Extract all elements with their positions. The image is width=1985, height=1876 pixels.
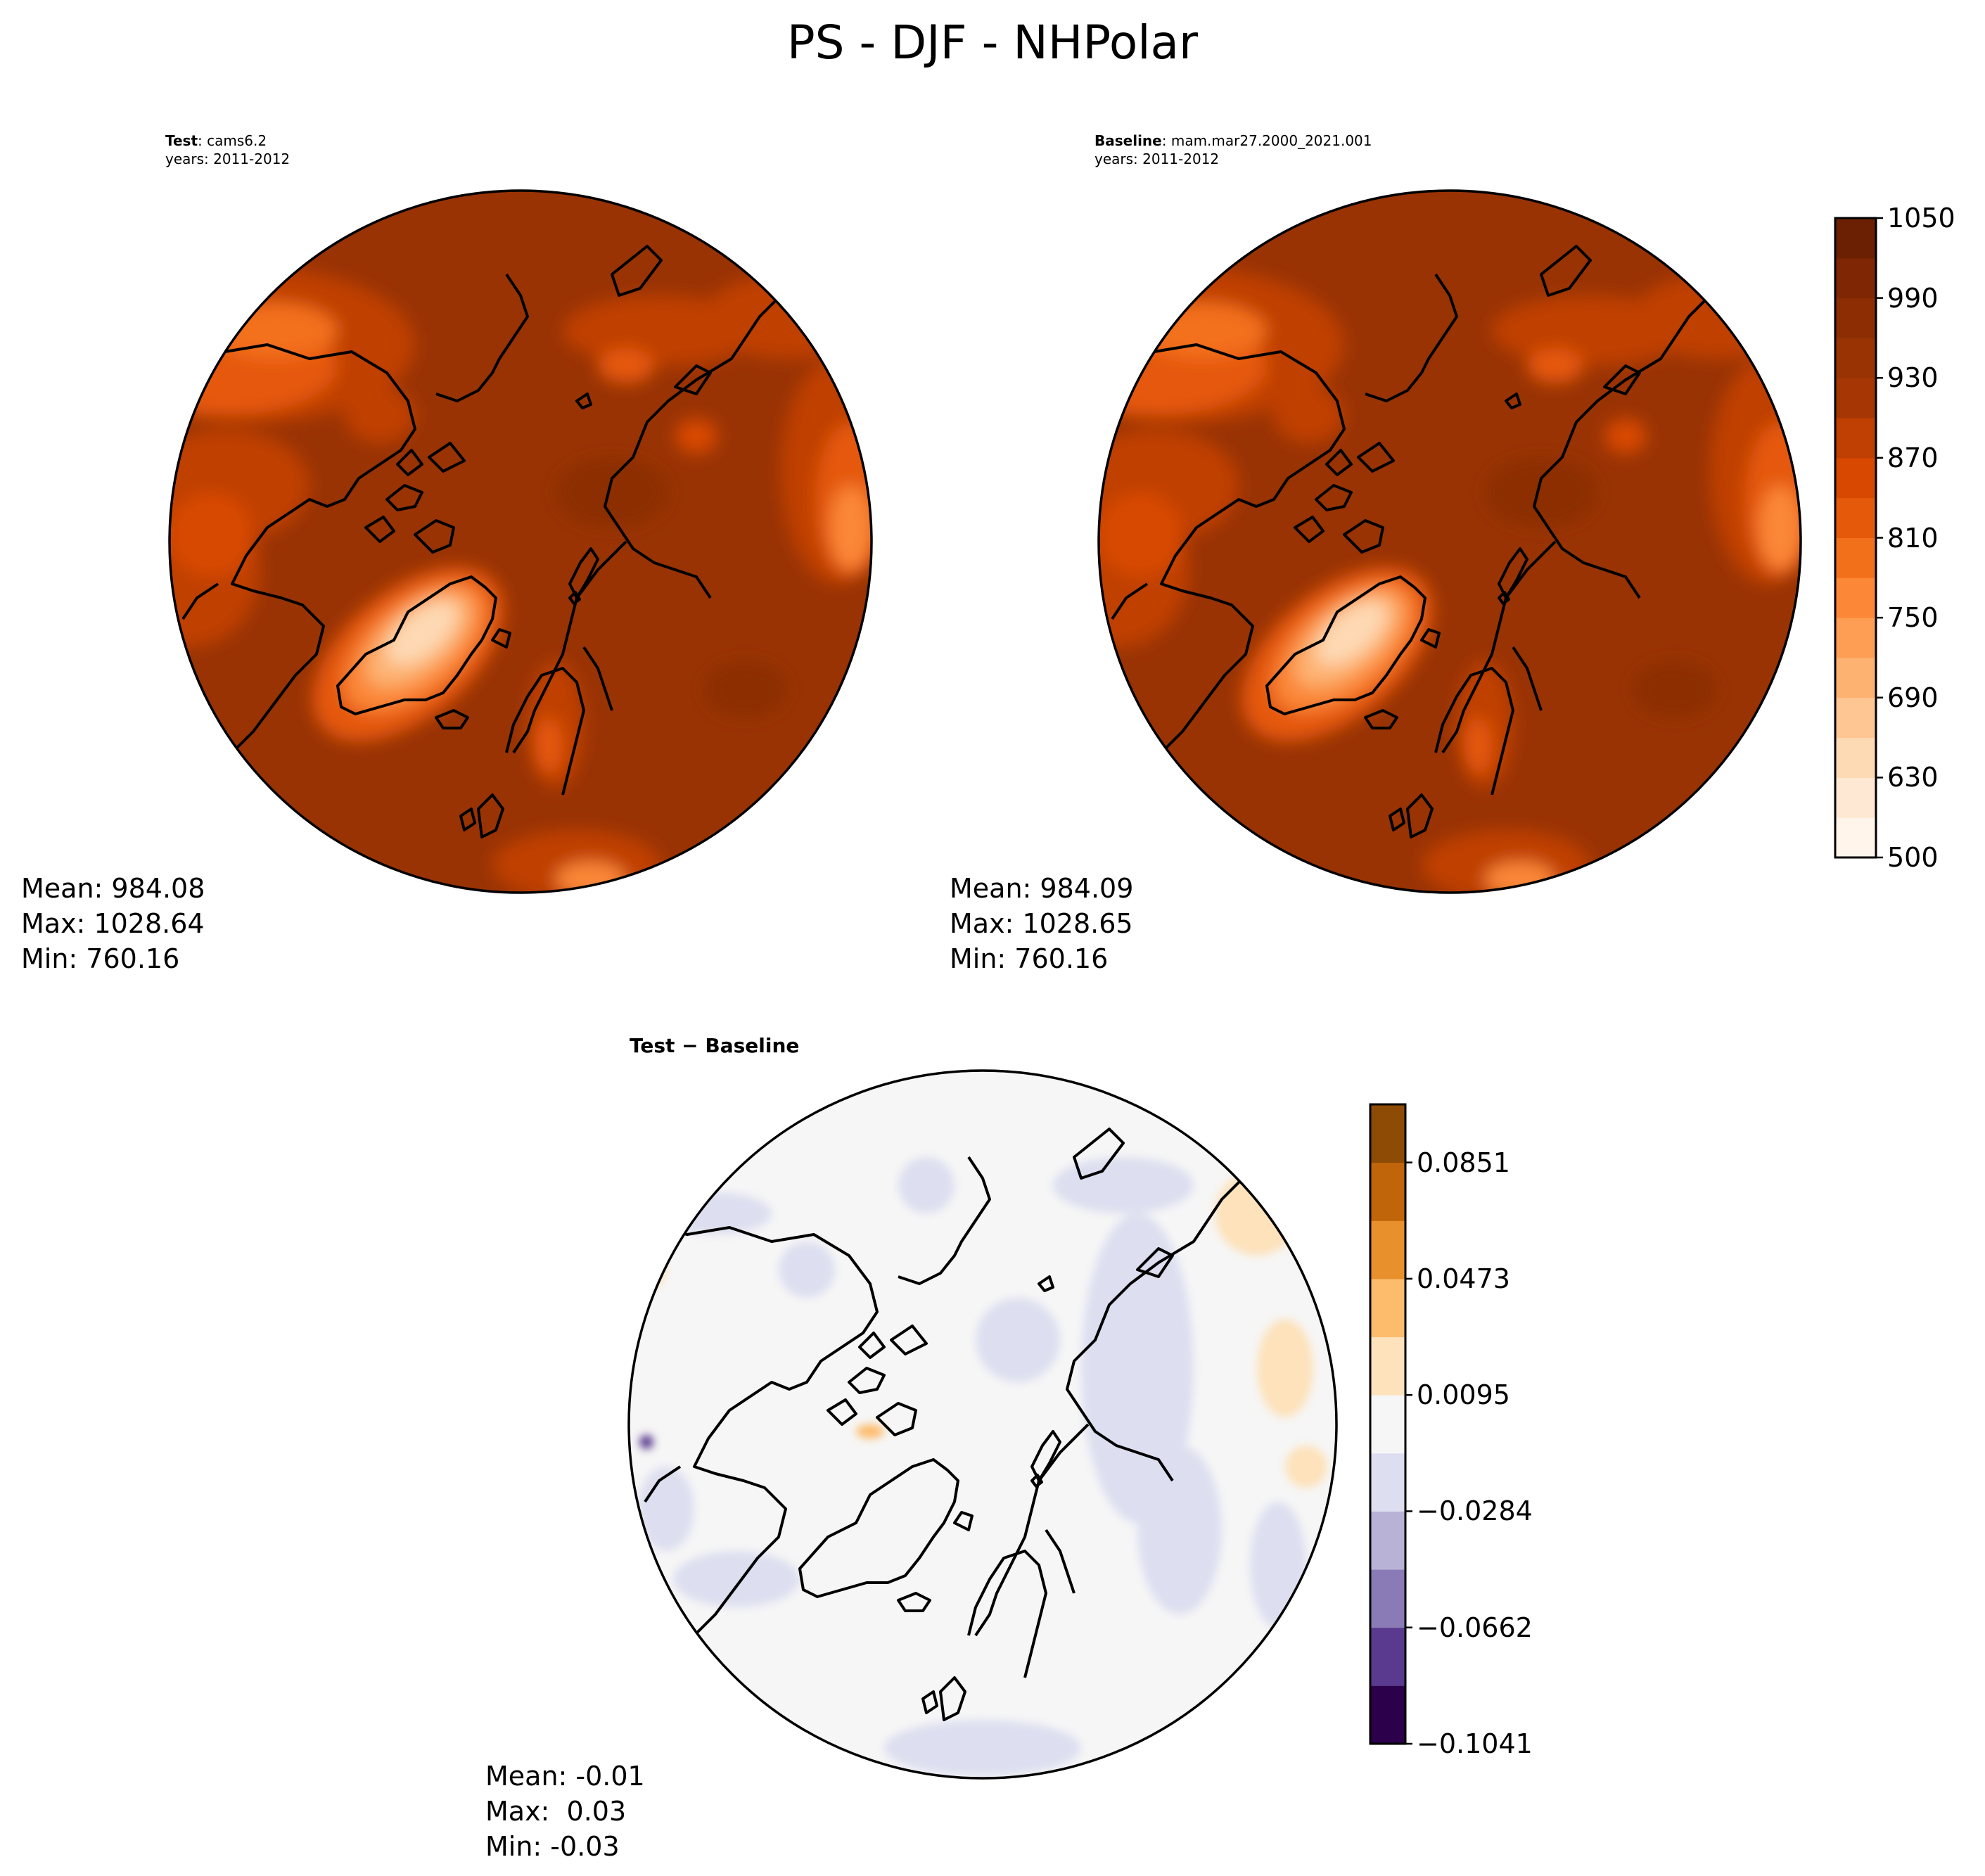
baseline-max: Max: 1028.65	[950, 908, 1133, 939]
diff-colorbar-swatch	[1370, 1627, 1405, 1686]
test-max: Max: 1028.64	[21, 908, 205, 939]
abs-colorbar-tick-label: 810	[1887, 522, 1939, 554]
diff-colorbar-tick-label: 0.0095	[1417, 1379, 1510, 1411]
diff-colorbar-tick-label: −0.0284	[1417, 1495, 1533, 1527]
abs-colorbar-tick-label: 870	[1887, 442, 1939, 473]
baseline-panel-subtitle: Baseline: mam.mar27.2000_2021.001 years:…	[1094, 132, 1372, 168]
diff-min: Min: -0.03	[485, 1831, 620, 1862]
diff-field-background	[629, 1071, 1336, 1778]
abs-colorbar-swatch	[1835, 378, 1876, 419]
abs-colorbar-swatch	[1835, 618, 1876, 658]
diff-colorbar-tick-label: −0.1041	[1417, 1728, 1533, 1759]
abs-colorbar-swatch	[1835, 777, 1876, 818]
baseline-map-panel	[1097, 189, 1802, 894]
diff-panel-title: Test − Baseline	[630, 1034, 800, 1057]
diff-colorbar-swatch	[1370, 1336, 1405, 1396]
abs-colorbar-swatch	[1835, 218, 1876, 259]
abs-colorbar-swatch	[1835, 657, 1876, 698]
diff-colorbar-swatch	[1370, 1569, 1405, 1628]
diff-colorbar	[1369, 1103, 1412, 1745]
abs-colorbar-swatch	[1835, 338, 1876, 378]
abs-colorbar-tick-label: 930	[1887, 362, 1939, 394]
abs-colorbar-swatch	[1835, 578, 1876, 618]
test-years: years: 2011-2012	[165, 151, 291, 167]
diff-colorbar-tick-label: −0.0662	[1417, 1612, 1533, 1643]
diff-colorbar-tick-label: 0.0473	[1417, 1263, 1510, 1294]
abs-colorbar	[1834, 217, 1883, 859]
abs-colorbar-tick-label: 630	[1887, 762, 1939, 793]
diff-colorbar-frame	[1369, 1103, 1407, 1745]
diff-colorbar-swatch	[1370, 1104, 1405, 1163]
figure-title: PS - DJF - NHPolar	[786, 15, 1199, 70]
abs-colorbar-swatch	[1835, 418, 1876, 459]
test-label: Test	[165, 132, 198, 149]
diff-colorbar-swatch	[1370, 1685, 1405, 1744]
abs-colorbar-swatch	[1835, 457, 1876, 499]
abs-colorbar-tick-label: 1050	[1887, 203, 1955, 234]
abs-colorbar-swatch	[1835, 298, 1876, 338]
abs-colorbar-swatch	[1835, 737, 1876, 778]
diff-colorbar-swatch	[1370, 1453, 1405, 1512]
abs-colorbar-tick-label: 500	[1887, 842, 1939, 873]
test-mean: Mean: 984.08	[21, 873, 205, 904]
diff-stats: Mean: -0.01 Max: 0.03 Min: -0.03	[485, 1759, 645, 1864]
diff-colorbar-tick-label: 0.0851	[1417, 1147, 1510, 1178]
diff-map-boundary	[627, 1069, 1338, 1780]
baseline-min: Min: 760.16	[950, 943, 1109, 974]
diff-colorbar-swatch	[1370, 1278, 1405, 1338]
abs-colorbar-tick-label: 750	[1887, 602, 1939, 634]
abs-colorbar-tick-label: 690	[1887, 682, 1939, 713]
diff-colorbar-swatch	[1370, 1395, 1405, 1454]
baseline-stats: Mean: 984.09 Max: 1028.65 Min: 760.16	[950, 871, 1133, 976]
baseline-label: Baseline	[1094, 132, 1162, 149]
baseline-map-boundary	[1097, 189, 1802, 894]
abs-colorbar-swatch	[1835, 817, 1876, 858]
diff-colorbar-swatch	[1370, 1162, 1405, 1221]
test-map-boundary	[168, 189, 873, 894]
diff-colorbar-swatch	[1370, 1511, 1405, 1570]
abs-colorbar-tick-label: 990	[1887, 282, 1939, 314]
abs-colorbar-swatch	[1835, 257, 1876, 299]
abs-colorbar-swatch	[1835, 537, 1876, 578]
abs-colorbar-swatch	[1835, 497, 1876, 538]
diff-mean: Mean: -0.01	[485, 1761, 645, 1792]
diff-field-contours	[638, 1157, 1327, 1776]
diff-max: Max: 0.03	[485, 1796, 627, 1827]
abs-colorbar-swatch	[1835, 697, 1876, 739]
diff-colorbar-swatch	[1370, 1220, 1405, 1280]
test-panel-subtitle: Test: cams6.2 years: 2011-2012	[165, 132, 290, 168]
baseline-mean: Mean: 984.09	[950, 873, 1134, 904]
test-case-name: : cams6.2	[198, 132, 267, 149]
baseline-case-name: : mam.mar27.2000_2021.001	[1161, 132, 1372, 149]
test-stats: Mean: 984.08 Max: 1028.64 Min: 760.16	[21, 871, 205, 976]
test-min: Min: 760.16	[21, 943, 180, 974]
test-map-panel	[168, 189, 873, 894]
baseline-years: years: 2011-2012	[1094, 151, 1220, 167]
diff-map-panel	[627, 1069, 1338, 1780]
